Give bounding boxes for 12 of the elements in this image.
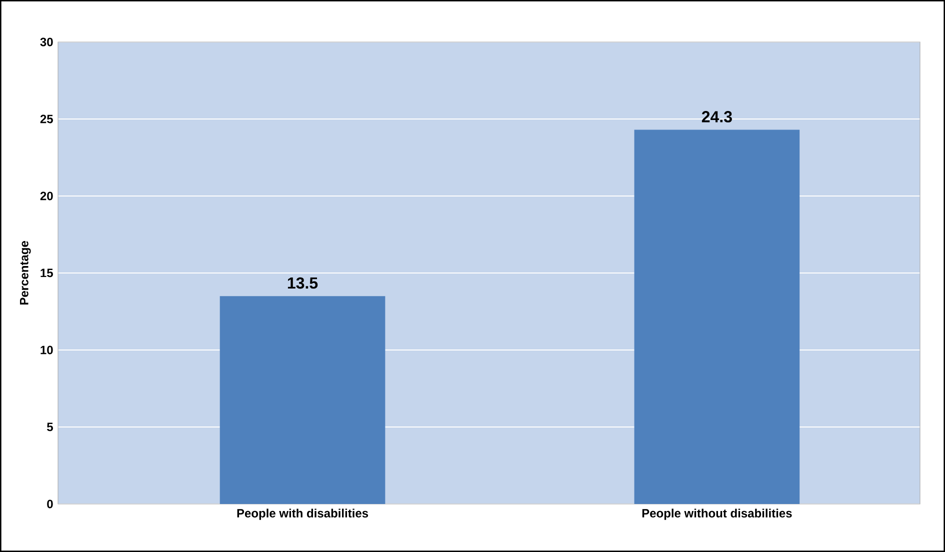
y-tick-label: 5 bbox=[47, 422, 53, 432]
y-tick-label: 30 bbox=[40, 38, 53, 46]
y-tick-label: 0 bbox=[47, 500, 53, 508]
y-tick-label: 10 bbox=[40, 346, 53, 354]
x-tick-label: People without disabilities bbox=[642, 508, 792, 520]
y-axis-title: Percentage bbox=[20, 241, 31, 305]
x-tick-label: People with disabilities bbox=[237, 508, 368, 520]
y-tick-label: 25 bbox=[40, 114, 53, 124]
data-label: 13.5 bbox=[288, 277, 318, 289]
y-tick-label: 20 bbox=[40, 192, 53, 200]
data-label: 24.3 bbox=[702, 111, 732, 122]
y-tick-label: 15 bbox=[40, 268, 53, 278]
